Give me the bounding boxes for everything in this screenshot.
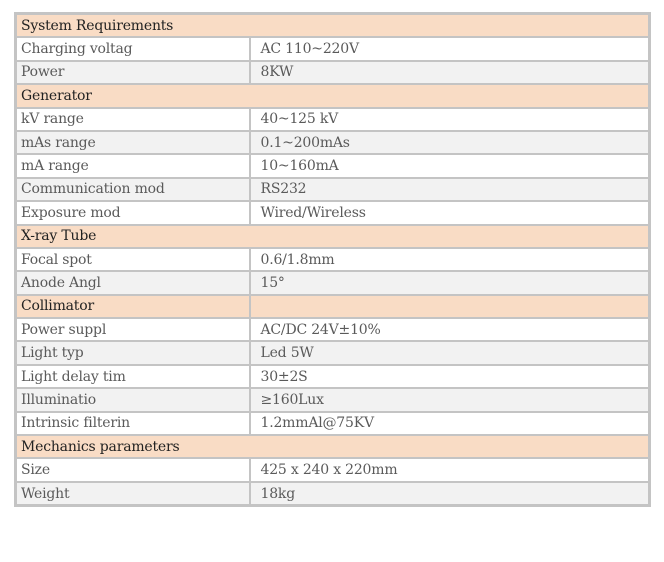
table-row: Illuminatio ≥160Lux bbox=[14, 387, 651, 413]
section-title: Generator bbox=[14, 83, 250, 109]
row-label: Power bbox=[14, 59, 251, 86]
row-label: mA range bbox=[14, 153, 251, 179]
section-title: Collimator bbox=[14, 293, 251, 320]
section-title: X-ray Tube bbox=[14, 223, 250, 249]
section-header-blank bbox=[249, 434, 650, 460]
table-row: Power suppl AC/DC 24V±10% bbox=[14, 317, 651, 343]
row-label: Anode Angl bbox=[14, 270, 251, 296]
table-row: Anode Angl 15° bbox=[14, 270, 651, 296]
row-value: ≥160Lux bbox=[248, 387, 651, 413]
row-value: RS232 bbox=[248, 176, 651, 203]
section-header-blank bbox=[249, 83, 650, 109]
table-row: Power 8KW bbox=[14, 59, 651, 86]
row-value: 30±2S bbox=[248, 363, 651, 390]
row-label: Weight bbox=[14, 480, 251, 507]
row-label: Light delay tim bbox=[14, 363, 251, 390]
row-value: 15° bbox=[248, 270, 651, 296]
row-value: Wired/Wireless bbox=[248, 200, 651, 226]
row-label: kV range bbox=[14, 106, 251, 132]
section-header-blank bbox=[249, 293, 650, 320]
section-header: Collimator bbox=[14, 293, 650, 320]
row-label: Focal spot bbox=[14, 246, 251, 273]
row-label: Light typ bbox=[14, 340, 251, 366]
row-value: 40~125 kV bbox=[248, 106, 651, 132]
table-row: mA range 10~160mA bbox=[14, 153, 651, 179]
table-row: mAs range 0.1~200mAs bbox=[14, 129, 651, 156]
row-label: Intrinsic filterin bbox=[14, 410, 251, 437]
table-row: Exposure mod Wired/Wireless bbox=[14, 200, 651, 226]
section-header: Mechanics parameters bbox=[14, 434, 650, 460]
table-row: Light typ Led 5W bbox=[14, 340, 651, 366]
table-row: Charging voltag AC 110~220V bbox=[14, 36, 651, 62]
table-row: kV range 40~125 kV bbox=[14, 106, 651, 132]
section-title: Mechanics parameters bbox=[14, 434, 250, 460]
section-title: System Requirements bbox=[14, 12, 250, 39]
row-value: 18kg bbox=[248, 480, 651, 507]
row-value: 425 x 240 x 220mm bbox=[248, 457, 651, 483]
row-label: Charging voltag bbox=[14, 36, 251, 62]
row-label: Illuminatio bbox=[14, 387, 251, 413]
section-header: System Requirements bbox=[14, 12, 650, 39]
specifications-table: System Requirements Charging voltag AC 110… bbox=[14, 12, 651, 508]
section-header-blank bbox=[249, 223, 650, 249]
row-value: 0.1~200mAs bbox=[248, 129, 651, 156]
row-value: Led 5W bbox=[248, 340, 651, 366]
row-label: mAs range bbox=[14, 129, 251, 156]
row-value: AC/DC 24V±10% bbox=[248, 317, 651, 343]
row-value: 1.2mmAl@75KV bbox=[248, 410, 651, 437]
table-row: Communication mod RS232 bbox=[14, 176, 651, 203]
table-row: Weight 18kg bbox=[14, 480, 651, 507]
row-value: 8KW bbox=[248, 59, 651, 86]
row-value: AC 110~220V bbox=[248, 36, 651, 62]
row-value: 10~160mA bbox=[248, 153, 651, 179]
table-row: Size 425 x 240 x 220mm bbox=[14, 457, 651, 483]
section-header-blank bbox=[249, 12, 650, 39]
row-label: Power suppl bbox=[14, 317, 251, 343]
table-row: Light delay tim 30±2S bbox=[14, 363, 651, 390]
section-header: Generator bbox=[14, 83, 650, 109]
row-value: 0.6/1.8mm bbox=[248, 246, 651, 273]
table-row: Intrinsic filterin 1.2mmAl@75KV bbox=[14, 410, 651, 437]
row-label: Exposure mod bbox=[14, 200, 251, 226]
row-label: Size bbox=[14, 457, 251, 483]
table-row: Focal spot 0.6/1.8mm bbox=[14, 246, 651, 273]
section-header: X-ray Tube bbox=[14, 223, 650, 249]
row-label: Communication mod bbox=[14, 176, 251, 203]
